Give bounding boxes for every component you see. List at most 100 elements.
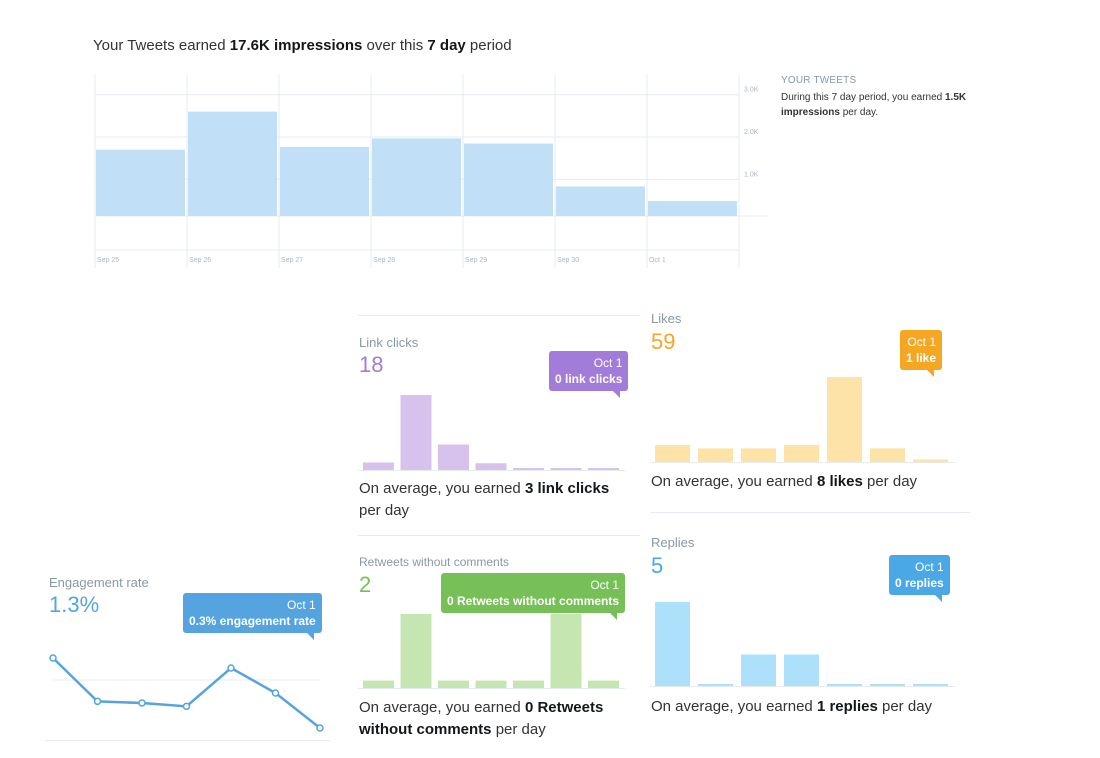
engagement-tooltip: Oct 1 0.3% engagement rate	[183, 593, 322, 640]
link-clicks-summary: On average, you earned 3 link clicks per…	[359, 478, 619, 522]
replies-bar	[827, 683, 862, 686]
link-clicks-total: 18	[359, 352, 384, 377]
likes-summary-suffix: per day	[867, 473, 918, 490]
replies-title: Replies	[651, 535, 695, 550]
likes-chart	[650, 377, 956, 463]
headline-period: 7 day	[427, 37, 466, 54]
impressions-xtick-label: Sep 30	[557, 257, 579, 264]
impressions-xtick-label: Oct 1	[649, 257, 666, 264]
link-clicks-tooltip-date: Oct 1	[593, 356, 623, 370]
engagement-title: Engagement rate	[49, 575, 149, 590]
retweets-tooltip: Oct 1 0 Retweets without comments	[441, 573, 626, 620]
engagement-point	[49, 654, 57, 662]
likes-tooltip: Oct 1 1 like	[900, 330, 943, 377]
replies-tooltip-text: 0 replies	[895, 576, 944, 590]
retweets-bar	[400, 614, 432, 688]
replies-bar	[870, 683, 905, 686]
likes-bar	[741, 448, 776, 462]
side-panel-suffix: per day.	[842, 107, 879, 118]
link-clicks-bar	[400, 395, 432, 470]
link-clicks-tooltip: Oct 1 0 link clicks	[549, 351, 629, 398]
link-clicks-divider	[358, 315, 640, 316]
impressions-ytick-label: 3.0K	[744, 87, 759, 94]
link-clicks-bar	[513, 468, 544, 470]
replies-tooltip-date: Oct 1	[915, 560, 944, 574]
retweets-summary-bold: 0 Retweets without comments	[359, 699, 604, 738]
retweets-summary: On average, you earned 0 Retweets withou…	[359, 697, 629, 741]
headline: Your Tweets earned 17.6K impressions ove…	[93, 37, 512, 54]
retweets-bar	[438, 680, 469, 688]
impressions-xtick-label: Sep 27	[281, 257, 303, 264]
impressions-xtick-label: Sep 26	[189, 257, 211, 264]
replies-total: 5	[651, 553, 664, 578]
impressions-bar	[280, 146, 369, 216]
replies-summary: On average, you earned 1 replies per day	[651, 696, 951, 718]
engagement-point	[227, 664, 235, 672]
likes-bar	[784, 445, 819, 462]
side-panel-amount: 1.5K	[945, 92, 967, 103]
impressions-bar	[556, 186, 645, 216]
engagement-point	[182, 702, 191, 711]
engagement-tooltip-text: 0.3% engagement rate	[189, 614, 316, 628]
retweets-bar	[550, 614, 582, 688]
retweets-bar	[513, 680, 544, 688]
link-clicks-summary-bold: 3 link clicks	[524, 480, 610, 497]
likes-tooltip-date: Oct 1	[907, 335, 937, 349]
replies-summary-bold: 1 replies	[816, 698, 878, 715]
engagement-point	[93, 697, 102, 706]
engagement-tooltip-date: Oct 1	[287, 598, 316, 612]
retweets-summary-suffix: per day	[495, 721, 546, 738]
impressions-bar	[464, 143, 553, 216]
impressions-ytick-label: 1.0K	[744, 171, 759, 178]
link-clicks-summary-suffix: per day	[359, 502, 410, 519]
replies-bar	[784, 654, 819, 686]
likes-bar	[655, 445, 690, 462]
replies-bar	[655, 602, 690, 686]
headline-suffix: period	[469, 37, 512, 54]
likes-title: Likes	[651, 311, 682, 326]
replies-bar	[698, 683, 733, 686]
retweets-tooltip-date: Oct 1	[590, 578, 620, 592]
impressions-xtick-label: Sep 28	[373, 257, 395, 264]
likes-summary-bold: 8 likes	[816, 473, 863, 490]
headline-middle: over this	[366, 37, 424, 54]
replies-bar	[741, 654, 776, 686]
likes-summary: On average, you earned 8 likes per day	[651, 471, 971, 493]
impressions-bar	[96, 149, 185, 216]
link-clicks-bar	[438, 444, 469, 470]
retweets-bar	[363, 680, 394, 688]
headline-prefix: Your Tweets earned	[93, 37, 226, 54]
engagement-chart	[49, 654, 324, 732]
replies-chart	[650, 602, 956, 687]
impressions-bar	[188, 111, 277, 216]
side-panel-prefix: During this 7 day period, you earned	[781, 92, 943, 103]
link-clicks-tooltip-text: 0 link clicks	[555, 372, 623, 386]
engagement-line	[52, 657, 321, 729]
retweets-bar	[588, 680, 619, 688]
likes-bar	[913, 459, 948, 462]
engagement-point	[271, 689, 280, 697]
likes-summary-prefix: On average, you earned	[651, 473, 813, 490]
likes-total: 59	[651, 329, 676, 354]
likes-bar	[698, 448, 733, 462]
replies-summary-prefix: On average, you earned	[651, 698, 813, 715]
link-clicks-bar	[363, 462, 394, 470]
likes-divider	[650, 512, 970, 513]
link-clicks-summary-prefix: On average, you earned	[359, 480, 521, 497]
retweets-chart	[358, 614, 626, 689]
impressions-ytick-label: 2.0K	[744, 129, 759, 136]
replies-summary-suffix: per day	[882, 698, 933, 715]
side-panel-title: YOUR TWEETS	[781, 75, 857, 86]
replies-bar	[913, 683, 948, 686]
headline-impressions: 17.6K impressions	[229, 37, 363, 54]
retweets-title: Retweets without comments	[359, 555, 510, 569]
retweets-total: 2	[359, 572, 372, 597]
engagement-total: 1.3%	[49, 592, 100, 617]
impressions-chart: 3.0K 2.0K 1.0K Sep 25 Sep 26 Sep 27 Sep 28 Sep …	[94, 75, 769, 268]
retweets-tooltip-text: 0 Retweets without comments	[447, 594, 620, 608]
engagement-point	[316, 724, 324, 732]
side-panel-amount-unit: impressions	[781, 107, 840, 118]
replies-tooltip: Oct 1 0 replies	[889, 555, 950, 602]
likes-tooltip-text: 1 like	[906, 351, 937, 365]
retweets-summary-prefix: On average, you earned	[359, 699, 521, 716]
